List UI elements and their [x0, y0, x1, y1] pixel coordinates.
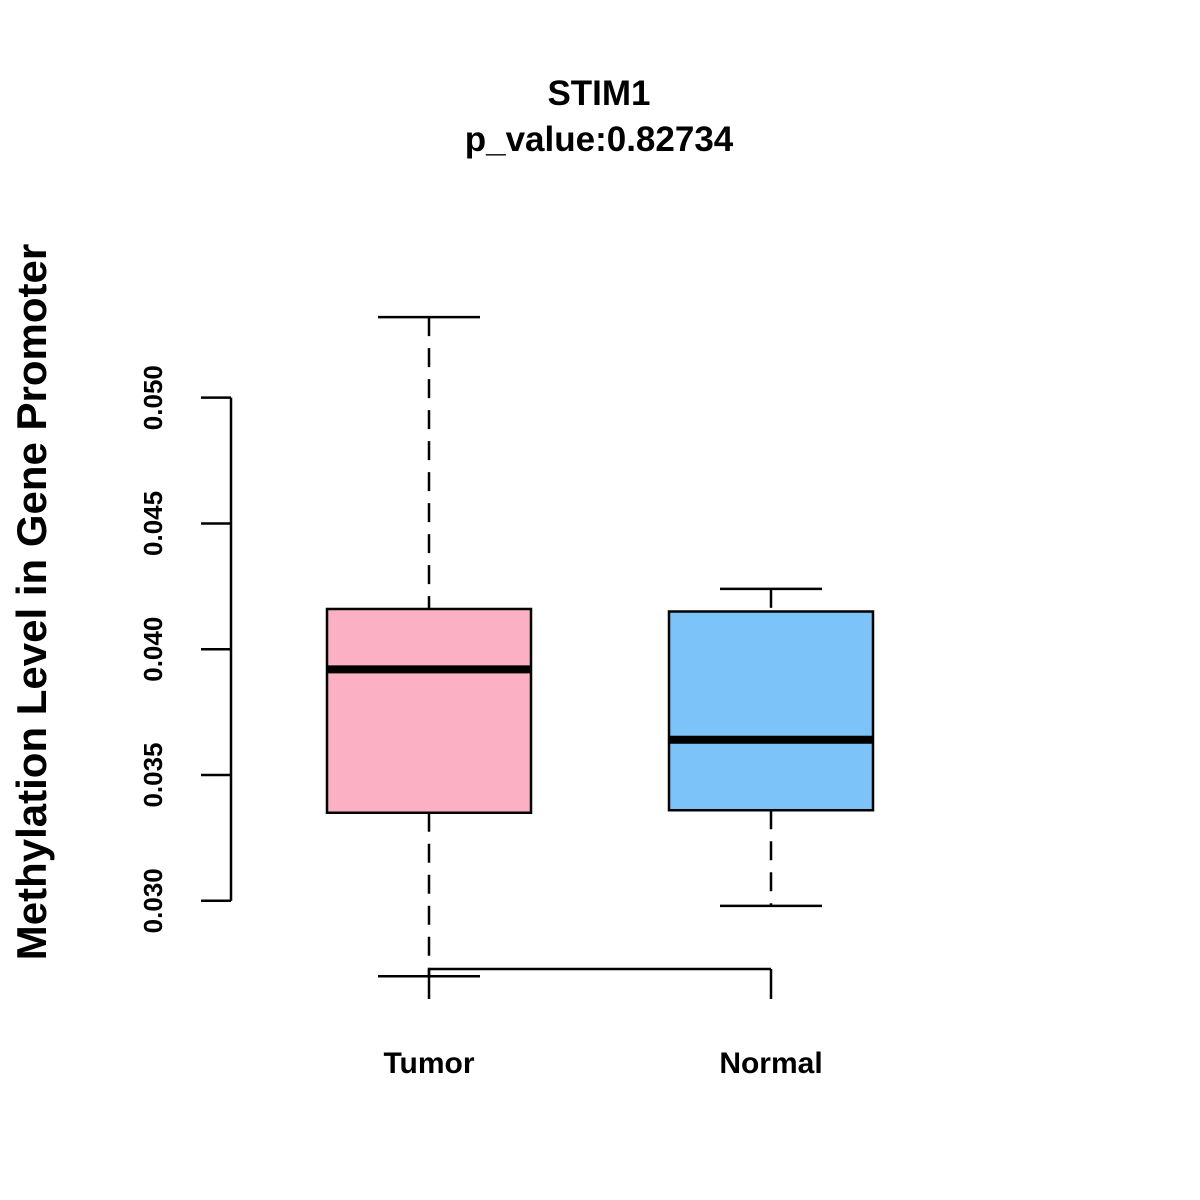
box-normal: [667, 587, 875, 908]
y-axis-label: Methylation Level in Gene Promoter: [8, 244, 55, 960]
y-tick-label: 0.050: [138, 365, 168, 430]
x-category-label: Normal: [719, 1047, 822, 1080]
chart-title: STIM1: [547, 74, 650, 113]
x-category-label: Tumor: [383, 1047, 474, 1080]
box-tumor: [325, 315, 533, 978]
iqr-box: [667, 610, 875, 812]
y-tick-label: 0.040: [138, 617, 168, 682]
chart-subtitle: p_value:0.82734: [465, 120, 734, 159]
y-axis: 0.030 0.035 0.040 0.045 0.050: [138, 365, 233, 933]
boxes-group: [325, 315, 875, 978]
y-tick-label: 0.030: [138, 868, 168, 933]
y-tick-label: 0.035: [138, 742, 168, 807]
x-axis: Tumor Normal: [383, 967, 823, 1080]
iqr-box: [325, 607, 533, 814]
y-tick-label: 0.045: [138, 491, 168, 556]
